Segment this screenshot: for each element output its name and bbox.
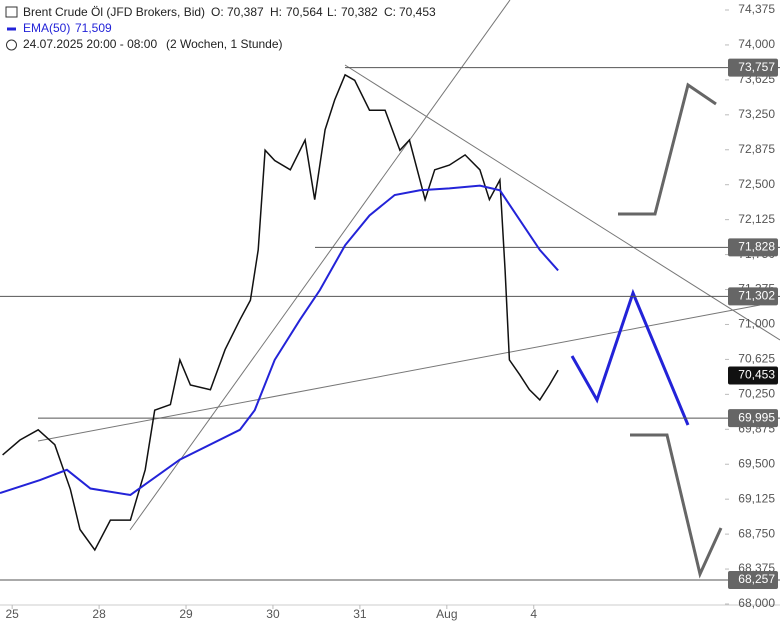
date-range: 24.07.2025 20:00 - 08:00	[23, 37, 157, 51]
y-tick-label: 73,250	[738, 107, 775, 121]
level-badge	[728, 409, 778, 428]
y-tick-label: 74,375	[738, 2, 775, 16]
level-badge	[728, 287, 778, 306]
level-badge	[728, 571, 778, 590]
y-tick-label: 72,875	[738, 142, 775, 156]
icon	[6, 39, 17, 51]
x-tick-label: 30	[266, 607, 280, 621]
drawings	[37, 0, 780, 579]
ohlc-value: 70,564	[286, 5, 323, 19]
y-tick-label: 68,750	[738, 526, 775, 540]
ohlc-value: 70,453	[399, 5, 436, 19]
y-tick-label: 74,000	[738, 37, 775, 51]
ohlc-value: 70,387	[227, 5, 264, 19]
price-line	[2, 73, 559, 552]
scenario-path	[570, 288, 690, 426]
x-tick-label: 29	[179, 607, 193, 621]
level-label: 71,302	[738, 289, 775, 303]
ohlc-value: 70,382	[341, 5, 378, 19]
level-badge	[728, 58, 778, 77]
y-tick-label: 69,125	[738, 491, 775, 505]
trend-line	[344, 64, 780, 341]
level-label: 69,995	[738, 410, 775, 424]
trend-line	[37, 304, 761, 442]
level-label: 68,257	[738, 572, 775, 586]
level-label: 73,757	[738, 60, 775, 74]
ohlc-label: H:	[270, 5, 282, 19]
y-tick-label: 72,125	[738, 212, 775, 226]
y-tick-label: 72,500	[738, 177, 775, 191]
y-tick-label: 68,000	[738, 596, 775, 610]
legend-value: 71,509	[75, 21, 112, 35]
y-tick-label: 70,625	[738, 352, 775, 366]
trend-line	[129, 0, 511, 531]
ohlc-label: L:	[327, 5, 337, 19]
x-tick-label: 4	[530, 607, 537, 621]
scenario-path	[630, 433, 723, 579]
x-tick-label: Aug	[436, 607, 457, 621]
y-tick-label: 70,250	[738, 387, 775, 401]
level-label: 71,828	[738, 239, 775, 253]
scenario-path	[618, 82, 717, 216]
y-tick-label: 69,500	[738, 456, 775, 470]
icon	[5, 6, 18, 18]
legend: Brent Crude Öl (JFD Brokers, Bid) O: 70,…	[5, 5, 436, 51]
y-tick-label: 71,000	[738, 317, 775, 331]
level-badge	[728, 238, 778, 257]
ema-line	[0, 184, 559, 497]
last-price-badge	[728, 366, 778, 385]
ohlc-label: O:	[211, 5, 224, 19]
ohlc-label: C:	[384, 5, 396, 19]
title: Brent Crude Öl (JFD Brokers, Bid)	[23, 5, 205, 19]
period: (2 Wochen, 1 Stunde)	[166, 37, 283, 51]
last-price-label: 70,453	[738, 368, 775, 382]
legend-entry: EMA(50)	[23, 21, 70, 35]
x-tick-label: 31	[353, 607, 367, 621]
x-tick-label: 25	[5, 607, 19, 621]
x-tick-label: 28	[92, 607, 106, 621]
